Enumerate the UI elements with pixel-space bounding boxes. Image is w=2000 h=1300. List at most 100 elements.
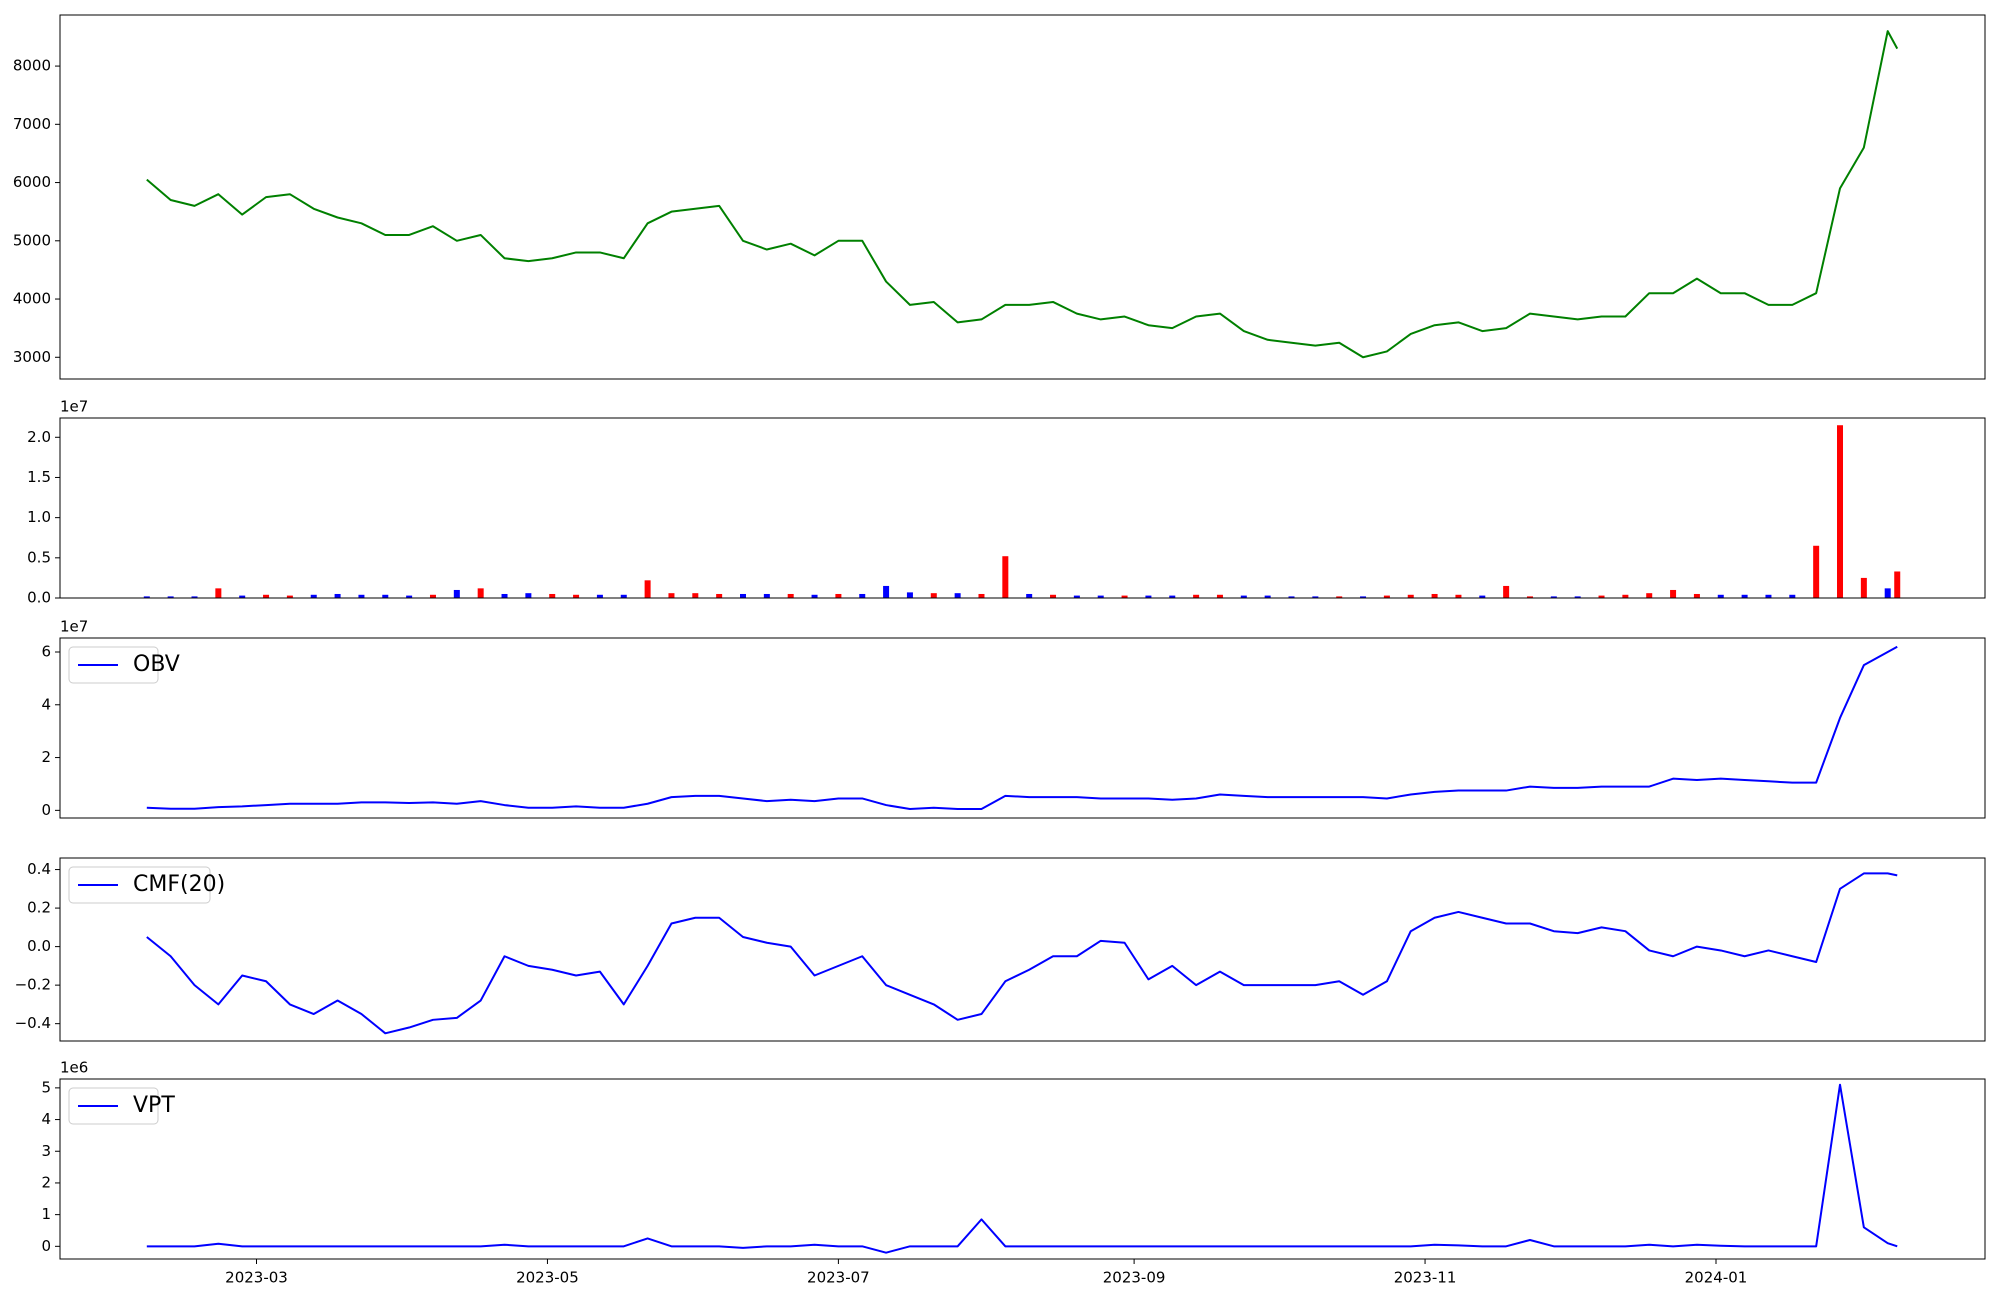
axes-frame [59,637,1986,819]
line [146,645,1898,811]
y-tick-label: 4 [41,695,51,713]
y-tick-label: −0.2 [15,976,51,994]
volume-bar [215,588,222,598]
volume-bar [1526,596,1533,598]
volume-bar [1383,595,1390,598]
volume-bar [1479,595,1486,598]
y-tick-label: 2 [41,748,51,766]
volume-bar [1813,545,1820,598]
legend-label: CMF(20) [133,872,225,897]
offset-text: 1e7 [60,398,88,416]
y-tick-label: 4 [41,1110,51,1128]
y-tick-label: 0.5 [27,548,51,566]
panel: 0 1 2 3 4 5 2023-03 2023-05 2023-07 2023-09 2023-1… [41,1059,1986,1287]
x-tick-label: 2024-01 [1685,1269,1748,1287]
y-tick-label: 8000 [13,57,51,75]
volume-bar [1765,594,1772,598]
volume-bar [1097,595,1104,598]
volume-bar [143,596,150,598]
volume-bar [1550,596,1557,598]
volume-bar [930,593,937,598]
volume-bar [1455,594,1462,598]
volume-bar [1050,594,1057,598]
volume-bar [620,594,627,598]
volume-bar [310,594,317,598]
volume-bar [1121,595,1128,598]
volume-bar [883,585,890,598]
y-tick-label: 0.4 [27,860,51,878]
volume-bar [286,595,293,598]
volume-bar [1574,596,1581,598]
y-tick-label: 4000 [13,290,51,308]
volume-bar [1216,594,1223,598]
x-tick-label: 2023-11 [1394,1269,1457,1287]
y-tick-label: −0.4 [15,1014,51,1032]
volume-bar [692,593,699,598]
panel: 3000 4000 5000 6000 7000 8000 [13,14,1986,380]
offset-text: 1e6 [60,1059,88,1077]
volume-bar [978,593,985,598]
y-tick-label: 1.0 [27,508,51,526]
volume-bar [1646,593,1653,598]
axes-frame [59,14,1986,380]
x-tick-label: 2023-05 [516,1269,579,1287]
x-tick-label: 2023-03 [225,1269,288,1287]
y-tick-label: 5000 [13,231,51,249]
y-tick-label: 7000 [13,115,51,133]
y-tick-label: 3 [41,1142,51,1160]
y-tick-label: 2 [41,1173,51,1191]
y-tick-label: 0.0 [27,937,51,955]
volume-bar [239,595,246,598]
volume-bar [1741,594,1748,598]
y-tick-label: 0.2 [27,899,51,917]
volume-bar [1312,596,1319,598]
volume-bar [191,596,198,598]
volume-bar [429,594,436,598]
volume-bar [1670,589,1677,598]
y-tick-label: 0 [41,1237,51,1255]
volume-bar [549,593,556,598]
volume-bar [358,594,365,598]
volume-bar [596,594,603,598]
y-tick-label: 0 [41,801,51,819]
volume-bar [716,593,723,598]
y-tick-label: 5 [41,1078,51,1096]
volume-bar [1717,594,1724,598]
volume-bar [167,596,174,598]
panel: 0.0 0.5 1.0 1.5 2.0 1e7 [27,398,1986,607]
volume-bar [906,592,913,598]
volume-bar [1026,593,1033,598]
x-tick-label: 2023-07 [807,1269,870,1287]
volume-bar [1002,556,1009,598]
offset-text: 1e7 [60,618,88,636]
y-tick-label: 2.0 [27,428,51,446]
volume-bar [525,593,532,598]
y-tick-label: 0.0 [27,589,51,607]
line [146,30,1899,359]
volume-bar [1336,596,1343,598]
volume-bar [1789,594,1796,598]
volume-bar [1169,595,1176,598]
axes-frame [59,857,1986,1042]
x-tick-label: 2023-09 [1103,1269,1166,1287]
axes-frame [59,1078,1986,1260]
volume-bar [477,588,484,598]
axes-frame [59,417,1986,599]
volume-bar [811,594,818,598]
y-tick-label: 1.5 [27,468,51,486]
y-tick-label: 6 [41,642,51,660]
volume-bar [1860,577,1867,598]
line [146,872,1898,1035]
volume-bar [1598,595,1605,598]
y-tick-label: 6000 [13,173,51,191]
panel: 0 2 4 6 1e7 OBV [41,618,1986,819]
legend-box [68,866,211,904]
legend-label: VPT [133,1093,175,1118]
volume-bar [406,595,413,598]
volume-bar [1073,595,1080,598]
volume-bar [1193,594,1200,598]
volume-bar [740,593,747,598]
line [146,1083,1898,1254]
volume-bar [763,593,770,598]
